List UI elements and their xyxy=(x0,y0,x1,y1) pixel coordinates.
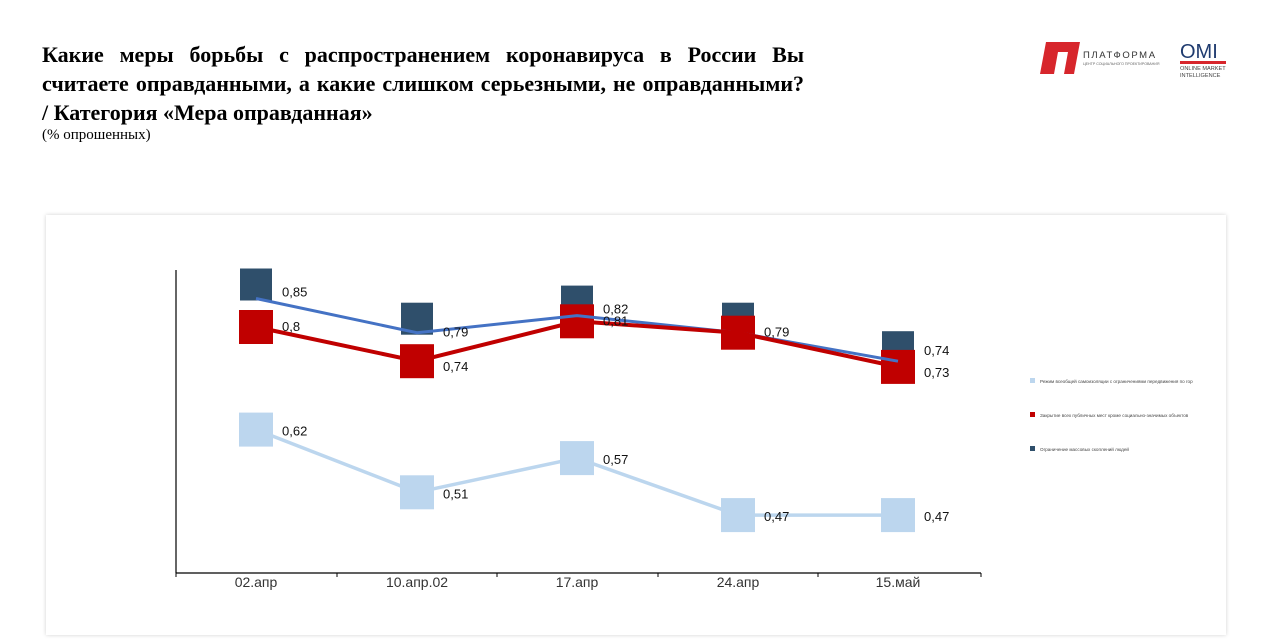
legend-swatch-2 xyxy=(1030,446,1035,451)
series-2-data-label-3: 0,79 xyxy=(764,325,789,340)
series-1-data-label-1: 0,74 xyxy=(443,359,468,374)
legend-label-0: Режим всеобщей самоизоляции с ограничени… xyxy=(1040,378,1193,384)
series-2-data-label-1: 0,79 xyxy=(443,325,468,340)
omi-logo-stripe xyxy=(1180,61,1226,64)
series-1-data-label-4: 0,73 xyxy=(924,365,949,380)
series-1-data-label-2: 0,81 xyxy=(603,313,628,328)
legend-item-1: Закрытие всех публичных мест кроме социа… xyxy=(1030,412,1189,418)
platforma-logo-mark xyxy=(1040,42,1080,74)
platforma-logo-tagline: ЦЕНТР СОЦИАЛЬНОГО ПРОЕКТИРОВАНИЯ xyxy=(1083,62,1160,66)
chart-title: Какие меры борьбы с распространением кор… xyxy=(42,42,804,125)
legend-swatch-0 xyxy=(1030,378,1035,383)
line-chart: 02.апр 10.апр.02 17.апр 24.апр 15.май 0,62 0,5… xyxy=(175,268,1193,590)
series-0-data-label-3: 0,47 xyxy=(764,509,789,524)
x-tick-label-4: 15.май xyxy=(876,574,921,590)
omi-logo-name: OMI xyxy=(1180,41,1218,63)
x-tick-label-1: 10.апр.02 xyxy=(386,574,448,590)
x-tick-label-3: 24.апр xyxy=(717,574,760,590)
legend-label-2: Ограничение массовых скоплений людей xyxy=(1040,446,1129,452)
series-0-line xyxy=(255,427,898,517)
legend-item-0: Режим всеобщей самоизоляции с ограничени… xyxy=(1030,378,1193,384)
legend-swatch-1 xyxy=(1030,412,1035,417)
series-1-line xyxy=(255,319,899,369)
chart-subtitle: (% опрошенных) xyxy=(42,127,151,143)
platforma-logo-name: ПЛАТФОРМА xyxy=(1083,50,1157,61)
series-0-data-label-4: 0,47 xyxy=(924,509,949,524)
legend-label-1: Закрытие всех публичных мест кроме социа… xyxy=(1040,413,1189,418)
series-0-data-label-0: 0,62 xyxy=(282,424,307,439)
series-2-marker-0 xyxy=(240,268,272,301)
omi-logo-line2: INTELLIGENCE xyxy=(1180,73,1221,79)
title-block: Какие меры борьбы с распространением кор… xyxy=(42,40,804,144)
series-1-data-label-0: 0,8 xyxy=(282,319,300,334)
legend-item-2: Ограничение массовых скоплений людей xyxy=(1030,446,1129,452)
omi-logo: OMI ONLINE MARKET INTELLIGENCE xyxy=(1180,41,1226,79)
omi-logo-line1: ONLINE MARKET xyxy=(1180,66,1226,72)
series-2-data-label-4: 0,74 xyxy=(924,343,949,358)
series-0-data-label-2: 0,57 xyxy=(603,452,628,467)
chart-panel: 02.апр 10.апр.02 17.апр 24.апр 15.май 0,62 0,5… xyxy=(46,215,1226,635)
x-tick-label-2: 17.апр xyxy=(556,574,599,590)
platforma-logo: ПЛАТФОРМА ЦЕНТР СОЦИАЛЬНОГО ПРОЕКТИРОВАН… xyxy=(1040,42,1160,74)
x-tick-label-0: 02.апр xyxy=(235,574,278,590)
series-2-data-label-0: 0,85 xyxy=(282,285,307,300)
series-2-data-label-2: 0,82 xyxy=(603,302,628,317)
series-0-data-label-1: 0,51 xyxy=(443,486,468,501)
